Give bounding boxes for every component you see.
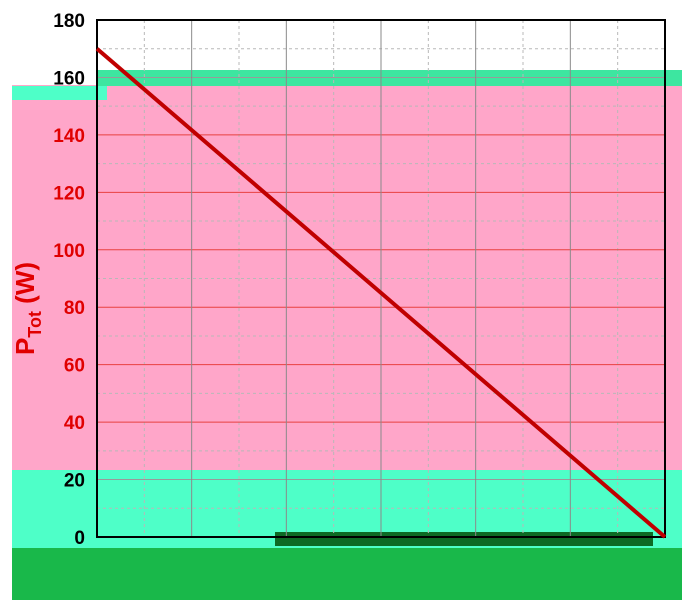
y-tick-label: 120 [53, 183, 85, 204]
y-tick-label: 100 [53, 241, 85, 262]
plot-frame [96, 19, 666, 538]
y-tick-label: 80 [64, 298, 85, 319]
series-line-0 [95, 47, 667, 539]
y-tick-label: 60 [64, 356, 85, 377]
y-tick-label: 160 [53, 68, 85, 89]
y-axis-label-unit: (W) [10, 262, 40, 311]
y-tick-label: 140 [53, 126, 85, 147]
y-axis-label-subscript: Tot [25, 311, 45, 338]
y-tick-labels: 0 20 40 60 80 100 120 140 160 180 [53, 11, 85, 549]
overlay-red-region [12, 85, 682, 470]
overlay-cyan-stub-top [12, 86, 107, 100]
y-tick-label: 0 [74, 528, 85, 549]
overlay-green-band-bottom [12, 548, 682, 600]
overlay-dark-strip [275, 532, 653, 546]
y-tick-label: 40 [64, 413, 85, 434]
y-axis-label-main: P [10, 338, 40, 355]
grid-major [97, 20, 666, 537]
colored-overlays [12, 70, 682, 600]
y-axis-label: PTot (W) [10, 262, 45, 355]
y-tick-label: 20 [64, 471, 85, 492]
y-tick-label: 180 [53, 11, 85, 32]
overlay-green-band-top [97, 70, 682, 86]
series-lines [95, 47, 667, 539]
